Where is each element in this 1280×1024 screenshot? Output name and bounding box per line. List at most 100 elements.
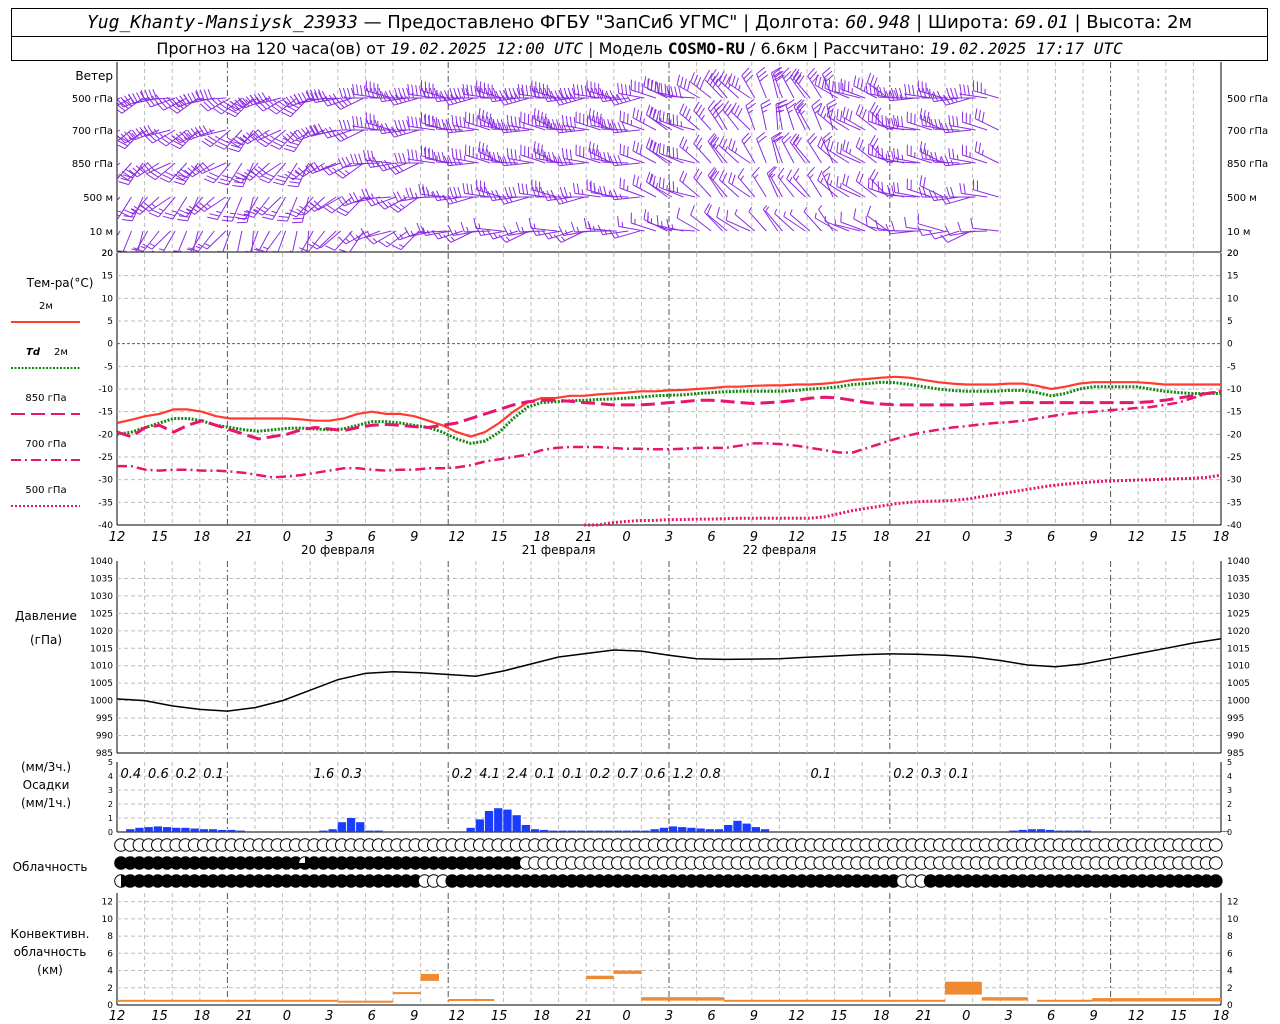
cloud-fill (399, 856, 413, 870)
cloud-symbol (1181, 874, 1195, 888)
precip-bar (733, 820, 742, 832)
precip-tick-label: 2 (108, 800, 113, 809)
wind-barb (338, 87, 369, 99)
temp-tick-label: 20 (102, 249, 114, 259)
wind-barb (262, 196, 287, 220)
wind-barb (306, 230, 310, 252)
cloud-symbol (224, 856, 239, 870)
cloud-symbol (160, 874, 174, 888)
wind-barb (676, 207, 700, 232)
cloud-fill (924, 874, 937, 888)
precip-bar (1055, 830, 1064, 832)
wind-barb (533, 141, 558, 164)
precip-total: 0.2 (452, 767, 473, 782)
wind-bottom-value: 20 (102, 249, 114, 259)
wind-barb (821, 166, 834, 198)
wind-barb (575, 144, 601, 164)
cloud-symbol (371, 856, 386, 870)
cloud-fill (289, 856, 303, 870)
wind-barb (238, 94, 270, 109)
wind-barb (617, 83, 645, 99)
precip-total: 0.6 (148, 767, 169, 782)
wind-barb (745, 98, 756, 131)
wind-level-label: 850 гПа (72, 159, 113, 170)
wind-barb (515, 221, 546, 233)
hour-label-bottom: 18 (1213, 1009, 1230, 1024)
hour-label: 21 (576, 530, 593, 545)
hour-label: 12 (109, 530, 126, 545)
precip-bar (1064, 830, 1073, 832)
cloud-fill (841, 874, 855, 888)
wind-barb (836, 175, 861, 198)
cloud-fill (381, 874, 395, 888)
pressure-tick-label-right: 1025 (1227, 609, 1250, 619)
wind-barb (920, 148, 949, 164)
wind-barb (706, 204, 728, 232)
cloud-fill (602, 874, 615, 888)
pressure-tick-label-right: 985 (1227, 749, 1244, 759)
cloud-symbol (1043, 874, 1057, 888)
wind-barb (139, 125, 171, 137)
wind-level-label: 500 м (83, 193, 113, 204)
cloud-fill (353, 856, 367, 870)
temp-tick-label-right: -25 (1227, 453, 1242, 463)
wind-barb (893, 115, 921, 131)
hour-label-bottom: 15 (831, 1009, 848, 1024)
cloud-symbol (132, 856, 147, 870)
wind-barb (433, 151, 463, 164)
cloud-fill (749, 874, 763, 888)
cloud-fill (629, 874, 643, 888)
wind-barb (561, 115, 590, 131)
precip-total: 0.1 (948, 767, 969, 782)
cloud-symbol (638, 874, 653, 888)
cloud-symbol (565, 874, 579, 888)
hour-label-bottom: 6 (707, 1009, 715, 1024)
wind-barb (520, 144, 546, 164)
precip-bar (760, 829, 770, 832)
conv-cloud-bar (1092, 998, 1221, 1002)
cloud-symbol (500, 856, 515, 870)
precip-bar (264, 831, 273, 832)
cloud-fill (215, 856, 229, 870)
cloud-fill (225, 856, 238, 870)
cloud-fill (823, 874, 836, 888)
cloud-fill (464, 874, 477, 888)
legend-label: 2м (39, 301, 53, 312)
cloud-symbol (353, 874, 368, 888)
precip-bar (705, 829, 714, 832)
hour-label-bottom: 12 (1128, 1009, 1145, 1024)
conv-cloud-bar (981, 997, 1028, 1001)
cloud-fill (1099, 874, 1112, 888)
wind-barb (225, 97, 254, 118)
temp-tick-label-right: -35 (1227, 498, 1242, 508)
wind-barb (293, 128, 325, 141)
hour-label: 0 (622, 530, 630, 545)
wind-barb (737, 168, 756, 198)
cloud-fill (261, 856, 275, 870)
precip-bar (319, 830, 328, 832)
wind-barb (679, 103, 700, 131)
cloud-fill (786, 874, 799, 888)
wind-barb (117, 94, 148, 108)
wind-barb (710, 134, 728, 164)
cloud-symbol (473, 874, 487, 888)
precip-bar (1220, 831, 1230, 832)
cloud-symbol (657, 874, 671, 888)
wind-barb (250, 129, 282, 142)
cloud-fill (491, 856, 505, 870)
cloud-fill (307, 874, 321, 888)
wind-barb (658, 109, 684, 131)
wind-barb (128, 128, 160, 141)
wind-barb (760, 99, 772, 131)
wind-barb (939, 194, 972, 205)
cloud-symbol (206, 874, 220, 888)
wind-barb (376, 196, 408, 210)
wind-barb (814, 212, 838, 232)
wind-barb (130, 196, 160, 215)
cloud-fill (528, 874, 542, 888)
pressure-tick-label: 1010 (90, 662, 113, 672)
wind-barb (826, 138, 850, 164)
wind-barb (877, 181, 905, 198)
pressure-line (116, 638, 1222, 712)
precip-bar (613, 830, 622, 832)
